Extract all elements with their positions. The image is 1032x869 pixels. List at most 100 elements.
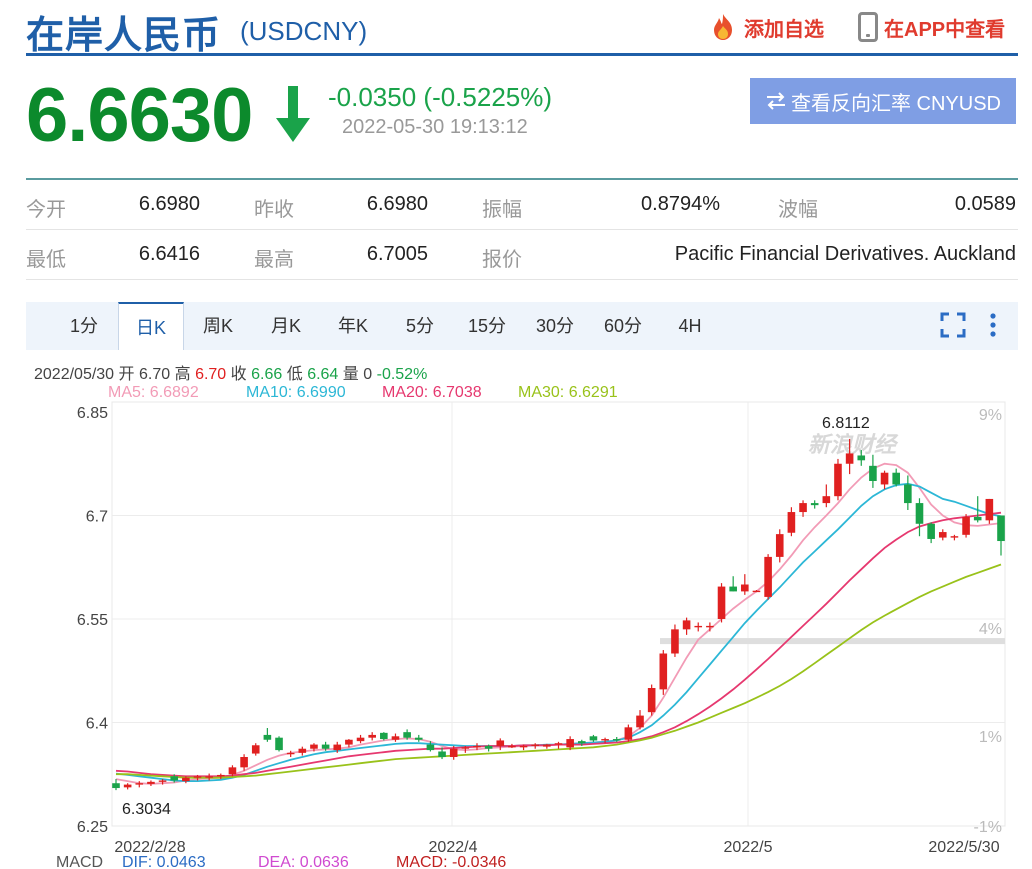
tab-4h[interactable]: 4H	[678, 316, 702, 336]
candle-body	[810, 503, 819, 506]
swap-icon	[766, 92, 785, 110]
candle-body	[438, 751, 446, 757]
high-value: 6.7005	[366, 243, 428, 265]
candle-body	[356, 737, 365, 742]
x-tick-label: 2022/4	[429, 839, 478, 852]
candle-body	[205, 776, 213, 778]
reverse-rate-button[interactable]: 查看反向汇率 CNYUSD	[750, 78, 1016, 124]
candle-body	[822, 496, 831, 504]
ma30-legend: MA30: 6.6291	[518, 384, 618, 401]
candle-body	[531, 744, 540, 746]
ma30-line	[116, 563, 1002, 779]
candle-body	[182, 777, 190, 782]
prev-close-label: 昨收	[254, 199, 294, 221]
high-label: 最高	[254, 249, 294, 271]
candle-body	[857, 455, 866, 461]
stats-row-2: 最低 6.6416 最高 6.7005 报价 Pacific Financial…	[26, 230, 1018, 280]
macd-value: MACD: -0.0346	[396, 854, 507, 869]
candle-body	[904, 484, 912, 504]
add-watchlist-button[interactable]: 添加自选	[708, 12, 824, 42]
candle-body	[228, 767, 237, 775]
y-tick-label: 6.25	[77, 819, 108, 836]
current-price: 6.6630	[26, 73, 253, 158]
quote-source-value: Pacific Financial Derivatives. Auckland	[674, 243, 1016, 265]
y-tick-label: 6.55	[77, 612, 108, 629]
candle-body	[554, 743, 563, 745]
candle-body	[461, 747, 470, 749]
tab-weekly[interactable]: 周K	[202, 316, 233, 336]
watermark-logo: 新浪财经	[808, 432, 899, 457]
info-pct: -0.52%	[376, 366, 428, 383]
info-high-label: 高	[174, 366, 191, 383]
candle-body	[601, 739, 609, 741]
open-label: 今开	[26, 199, 66, 221]
x-tick-label: 2022/5/30	[928, 839, 999, 852]
highlight-band	[660, 638, 1005, 645]
chart-grid	[111, 401, 1006, 827]
candle-body	[775, 534, 784, 557]
candle-body	[112, 783, 120, 789]
info-vol: 0	[363, 366, 373, 383]
chart-axis-labels: 6.85 6.7 6.55 6.4 6.25 9% 4% 1% -1% 2022/2/28 2022…	[77, 405, 1002, 852]
tab-5min[interactable]: 5分	[405, 316, 434, 336]
price-change: -0.0350 (-0.5225%)	[328, 82, 553, 112]
candle-body	[170, 776, 179, 781]
candle-body	[671, 629, 679, 654]
fullscreen-icon[interactable]	[940, 312, 966, 338]
candle-body	[612, 739, 621, 741]
candle-body	[880, 472, 889, 485]
candle-body	[764, 556, 772, 597]
candle-body	[892, 472, 900, 485]
candle-body	[706, 625, 714, 628]
phone-icon	[858, 12, 878, 42]
candle-body	[729, 586, 737, 592]
tab-yearly[interactable]: 年K	[337, 316, 368, 336]
tab-daily[interactable]: 日K	[118, 302, 184, 350]
candle-body	[321, 744, 330, 749]
candle-body	[694, 625, 703, 628]
candle-body	[985, 498, 994, 521]
y-tick-label: 6.4	[86, 716, 108, 733]
page-title: 在岸人民币	[26, 15, 222, 57]
candle-body	[589, 736, 598, 741]
candle-body	[577, 741, 586, 744]
fire-icon	[714, 14, 732, 40]
candle-body	[286, 752, 295, 755]
candle-body	[950, 536, 959, 538]
candle-body	[636, 715, 644, 728]
x-tick-label: 2022/2/28	[114, 839, 185, 852]
tab-monthly[interactable]: 月K	[270, 316, 301, 336]
pct-tick-label: -1%	[974, 819, 1002, 836]
candle-body	[135, 783, 144, 785]
candle-body	[659, 653, 668, 690]
kline-chart[interactable]: 6.85 6.7 6.55 6.4 6.25 9% 4% 1% -1% 2022/2/28 2022…	[0, 400, 1032, 852]
candle-body	[403, 732, 411, 738]
candle-body	[682, 620, 691, 630]
y-tick-label: 6.85	[77, 405, 108, 422]
candle-body	[263, 734, 272, 740]
info-open-label: 开	[118, 366, 135, 383]
ma-lines	[115, 462, 1002, 785]
tab-30min[interactable]: 30分	[535, 316, 575, 336]
stats-row-1: 今开 6.6980 昨收 6.6980 振幅 0.8794% 波幅 0.0589	[26, 180, 1018, 230]
candle-body	[217, 774, 225, 777]
candle-body	[834, 463, 842, 497]
candle-body	[915, 503, 924, 524]
chart-annotations: 6.8112 6.3034	[122, 415, 870, 818]
view-in-app-button[interactable]: 在APP中查看	[858, 12, 1005, 42]
tab-60min[interactable]: 60分	[603, 316, 643, 336]
pct-tick-label: 1%	[979, 729, 1002, 746]
candle-body	[624, 727, 633, 740]
more-icon[interactable]	[986, 310, 1000, 340]
page-header: 在岸人民币 (USDCNY) 添加自选 在APP中查看	[26, 0, 1018, 57]
candle-body	[123, 784, 132, 788]
quote-time: 2022-05-30 19:13:12	[342, 116, 528, 138]
tab-15min[interactable]: 15分	[467, 316, 507, 336]
candle-body	[647, 688, 656, 713]
tab-1min[interactable]: 1分	[69, 316, 98, 336]
info-high: 6.70	[195, 366, 227, 383]
candle-body	[298, 748, 307, 753]
pct-tick-label: 4%	[979, 621, 1002, 638]
ma10-line	[115, 482, 1002, 783]
candle-body	[158, 780, 167, 782]
